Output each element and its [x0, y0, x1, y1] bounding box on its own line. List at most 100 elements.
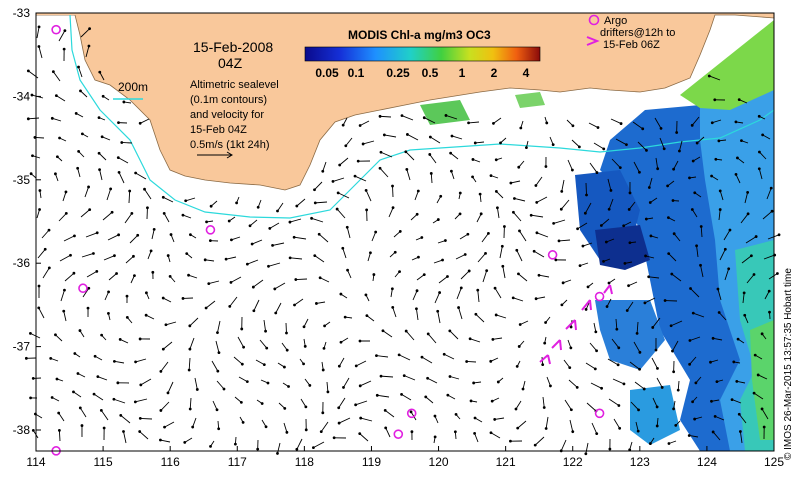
velocity-arrow-head — [635, 332, 639, 335]
velocity-arrow — [516, 250, 523, 262]
velocity-arrow — [226, 256, 237, 260]
velocity-arrow — [531, 214, 544, 218]
velocity-arrow-head — [473, 141, 477, 145]
velocity-arrow-head — [136, 233, 140, 237]
velocity-arrow-head — [585, 193, 588, 197]
velocity-arrow-head — [188, 347, 192, 351]
velocity-arrow-head — [31, 428, 35, 432]
velocity-arrow — [610, 118, 622, 124]
velocity-arrow-head — [469, 399, 473, 403]
velocity-arrow-head — [607, 281, 611, 285]
velocity-arrow-head — [217, 427, 221, 431]
velocity-arrow-head — [511, 296, 515, 300]
velocity-arrow-head — [397, 353, 401, 357]
velocity-arrow-head — [671, 349, 674, 353]
velocity-arrow — [281, 342, 288, 351]
velocity-arrow-head — [266, 381, 270, 385]
velocity-arrow — [360, 417, 373, 422]
velocity-arrow-head — [730, 398, 734, 402]
velocity-arrow-head — [354, 364, 358, 368]
velocity-arrow — [320, 421, 329, 432]
velocity-arrow — [481, 233, 489, 243]
velocity-arrow-head — [410, 430, 414, 434]
velocity-arrow — [28, 117, 40, 120]
velocity-arrow — [332, 177, 345, 182]
velocity-arrow-head — [717, 139, 721, 143]
australia-landmass — [35, 12, 775, 191]
velocity-arrow — [632, 121, 643, 130]
velocity-arrow-head — [690, 208, 694, 211]
velocity-arrow-head — [746, 212, 750, 216]
velocity-arrow-head — [663, 299, 667, 302]
velocity-arrow-head — [77, 65, 80, 69]
velocity-arrow — [718, 312, 727, 321]
velocity-arrow — [164, 421, 175, 428]
velocity-arrow — [560, 199, 570, 210]
velocity-arrow-head — [345, 225, 349, 229]
velocity-arrow-head — [716, 287, 720, 291]
velocity-arrow — [591, 422, 598, 434]
velocity-arrow-head — [728, 228, 732, 232]
argo-float-marker — [406, 408, 417, 419]
velocity-arrow — [118, 172, 125, 184]
velocity-arrow — [354, 175, 367, 182]
velocity-arrow-head — [446, 393, 450, 397]
velocity-arrow-head — [450, 134, 454, 138]
velocity-arrow-head — [346, 268, 349, 272]
velocity-arrow-head — [29, 172, 33, 176]
velocity-arrow — [762, 210, 773, 220]
velocity-arrow-head — [641, 127, 645, 131]
velocity-arrow — [724, 268, 730, 281]
velocity-arrow-head — [514, 407, 518, 411]
velocity-arrow-head — [31, 377, 35, 380]
velocity-arrow-head — [252, 309, 256, 313]
velocity-arrow-head — [162, 212, 166, 215]
velocity-arrow-head — [204, 306, 208, 310]
velocity-arrow-head — [318, 276, 322, 280]
velocity-arrow-head — [570, 168, 574, 172]
velocity-arrow — [560, 439, 567, 452]
velocity-arrow — [746, 274, 755, 284]
velocity-arrow-head — [159, 369, 163, 373]
velocity-arrow-head — [38, 189, 42, 192]
velocity-arrow-head — [525, 146, 528, 150]
velocity-arrow-head — [672, 370, 676, 374]
velocity-arrow-head — [337, 421, 341, 425]
velocity-arrow-head — [285, 331, 288, 335]
velocity-arrow — [212, 400, 218, 410]
velocity-arrow — [407, 134, 419, 141]
velocity-arrow — [700, 265, 704, 278]
velocity-arrow-head — [96, 375, 100, 379]
velocity-arrow-head — [240, 362, 244, 366]
velocity-arrow-head — [627, 284, 630, 288]
velocity-arrow-head — [100, 333, 104, 337]
velocity-arrow — [102, 211, 113, 221]
velocity-arrow-head — [99, 408, 103, 412]
velocity-arrow — [585, 362, 596, 370]
velocity-arrow — [377, 394, 390, 398]
velocity-arrow — [670, 320, 683, 327]
velocity-arrow — [520, 320, 529, 325]
velocity-arrow — [215, 340, 220, 353]
velocity-arrow-head — [458, 212, 462, 216]
velocity-arrow-head — [49, 356, 53, 360]
velocity-arrow — [584, 202, 592, 214]
velocity-arrow-head — [379, 374, 383, 378]
velocity-arrow — [607, 358, 619, 366]
velocity-arrow — [474, 433, 479, 443]
velocity-arrow-head — [659, 126, 663, 130]
velocity-arrow-head — [151, 270, 155, 274]
velocity-arrow-head — [757, 167, 761, 171]
velocity-arrow-head — [672, 232, 676, 236]
velocity-arrow — [739, 99, 748, 104]
velocity-arrow-head — [143, 187, 146, 191]
velocity-arrow — [295, 278, 308, 281]
velocity-arrow-head — [667, 216, 670, 220]
velocity-arrow-head — [436, 309, 440, 313]
argo-float-marker — [594, 291, 605, 302]
velocity-arrow-head — [761, 133, 765, 137]
velocity-arrow — [593, 322, 597, 332]
velocity-arrow-head — [687, 434, 691, 437]
velocity-arrow — [753, 392, 764, 400]
velocity-arrow — [764, 290, 770, 300]
